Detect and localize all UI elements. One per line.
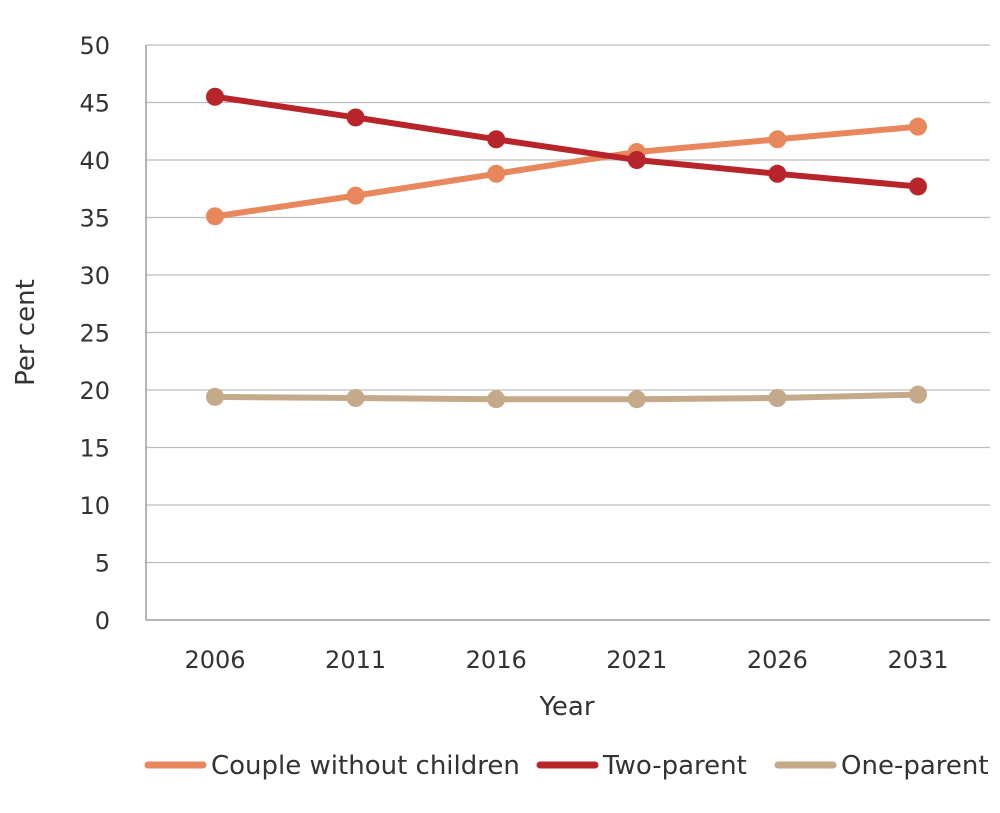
data-point-two-parent-2021	[627, 151, 646, 169]
data-point-couple-without-children-2026	[768, 130, 787, 149]
y-tick-label-15: 15	[79, 435, 110, 463]
y-tick-label-45: 45	[79, 90, 110, 118]
data-point-two-parent-2006	[206, 87, 224, 106]
data-point-couple-without-children-2016	[487, 164, 506, 183]
x-tick-label-2011: 2011	[325, 646, 386, 674]
data-point-two-parent-2011	[346, 108, 365, 127]
y-tick-label-40: 40	[79, 147, 110, 175]
series-couple-without-children	[206, 117, 927, 226]
data-point-one-parent-2021	[627, 390, 646, 409]
data-point-couple-without-children-2011	[346, 186, 365, 205]
legend: Couple without children Two-parent One-par…	[144, 751, 989, 781]
data-point-one-parent-2006	[206, 387, 224, 406]
series-lines	[206, 87, 927, 409]
x-tick-label-2026: 2026	[747, 646, 808, 674]
data-point-one-parent-2011	[346, 389, 365, 408]
data-point-one-parent-2031	[909, 385, 927, 404]
series-line-one-parent	[212, 391, 921, 403]
y-axis-title: Per cent	[11, 279, 41, 386]
x-tick-label-2031: 2031	[887, 646, 948, 674]
series-line-two-parent	[212, 93, 921, 190]
y-tick-label-0: 0	[95, 607, 110, 635]
y-tick-label-30: 30	[79, 262, 110, 290]
legend-label-two-parent: Two-parent	[602, 751, 747, 781]
x-tick-label-2021: 2021	[606, 646, 667, 674]
series-two-parent	[206, 87, 927, 196]
y-tick-label-5: 5	[95, 550, 110, 578]
data-point-two-parent-2031	[909, 177, 927, 196]
legend-label-one-parent: One-parent	[841, 751, 989, 781]
legend-label-couple-without-children: Couple without children	[211, 751, 520, 781]
x-tick-label-2006: 2006	[184, 646, 245, 674]
y-tick-label-25: 25	[79, 320, 110, 348]
y-tick-label-35: 35	[79, 205, 110, 233]
legend-item-one-parent: One-parent	[774, 751, 989, 781]
data-point-couple-without-children-2006	[206, 207, 224, 226]
y-tick-label-10: 10	[79, 492, 110, 520]
x-tick-label-2016: 2016	[466, 646, 527, 674]
x-axis-title: Year	[538, 692, 594, 722]
legend-item-two-parent: Two-parent	[536, 751, 747, 781]
series-line-couple-without-children	[212, 123, 921, 220]
data-point-one-parent-2016	[487, 390, 506, 409]
data-point-one-parent-2026	[768, 389, 787, 408]
y-tick-labels: 0 5 10 15 20 25 30 35 40 45 50	[79, 32, 110, 635]
data-point-two-parent-2026	[768, 164, 787, 183]
gridlines	[146, 44, 990, 564]
legend-item-couple-without-children: Couple without children	[144, 751, 520, 781]
data-point-couple-without-children-2031	[909, 117, 927, 136]
x-tick-labels: 2006 2011 2016 2021 2026 2031	[184, 646, 948, 674]
y-tick-label-50: 50	[79, 32, 110, 60]
axes	[145, 45, 990, 621]
series-one-parent	[206, 385, 927, 409]
y-tick-label-20: 20	[79, 377, 110, 405]
data-point-two-parent-2016	[487, 130, 506, 149]
